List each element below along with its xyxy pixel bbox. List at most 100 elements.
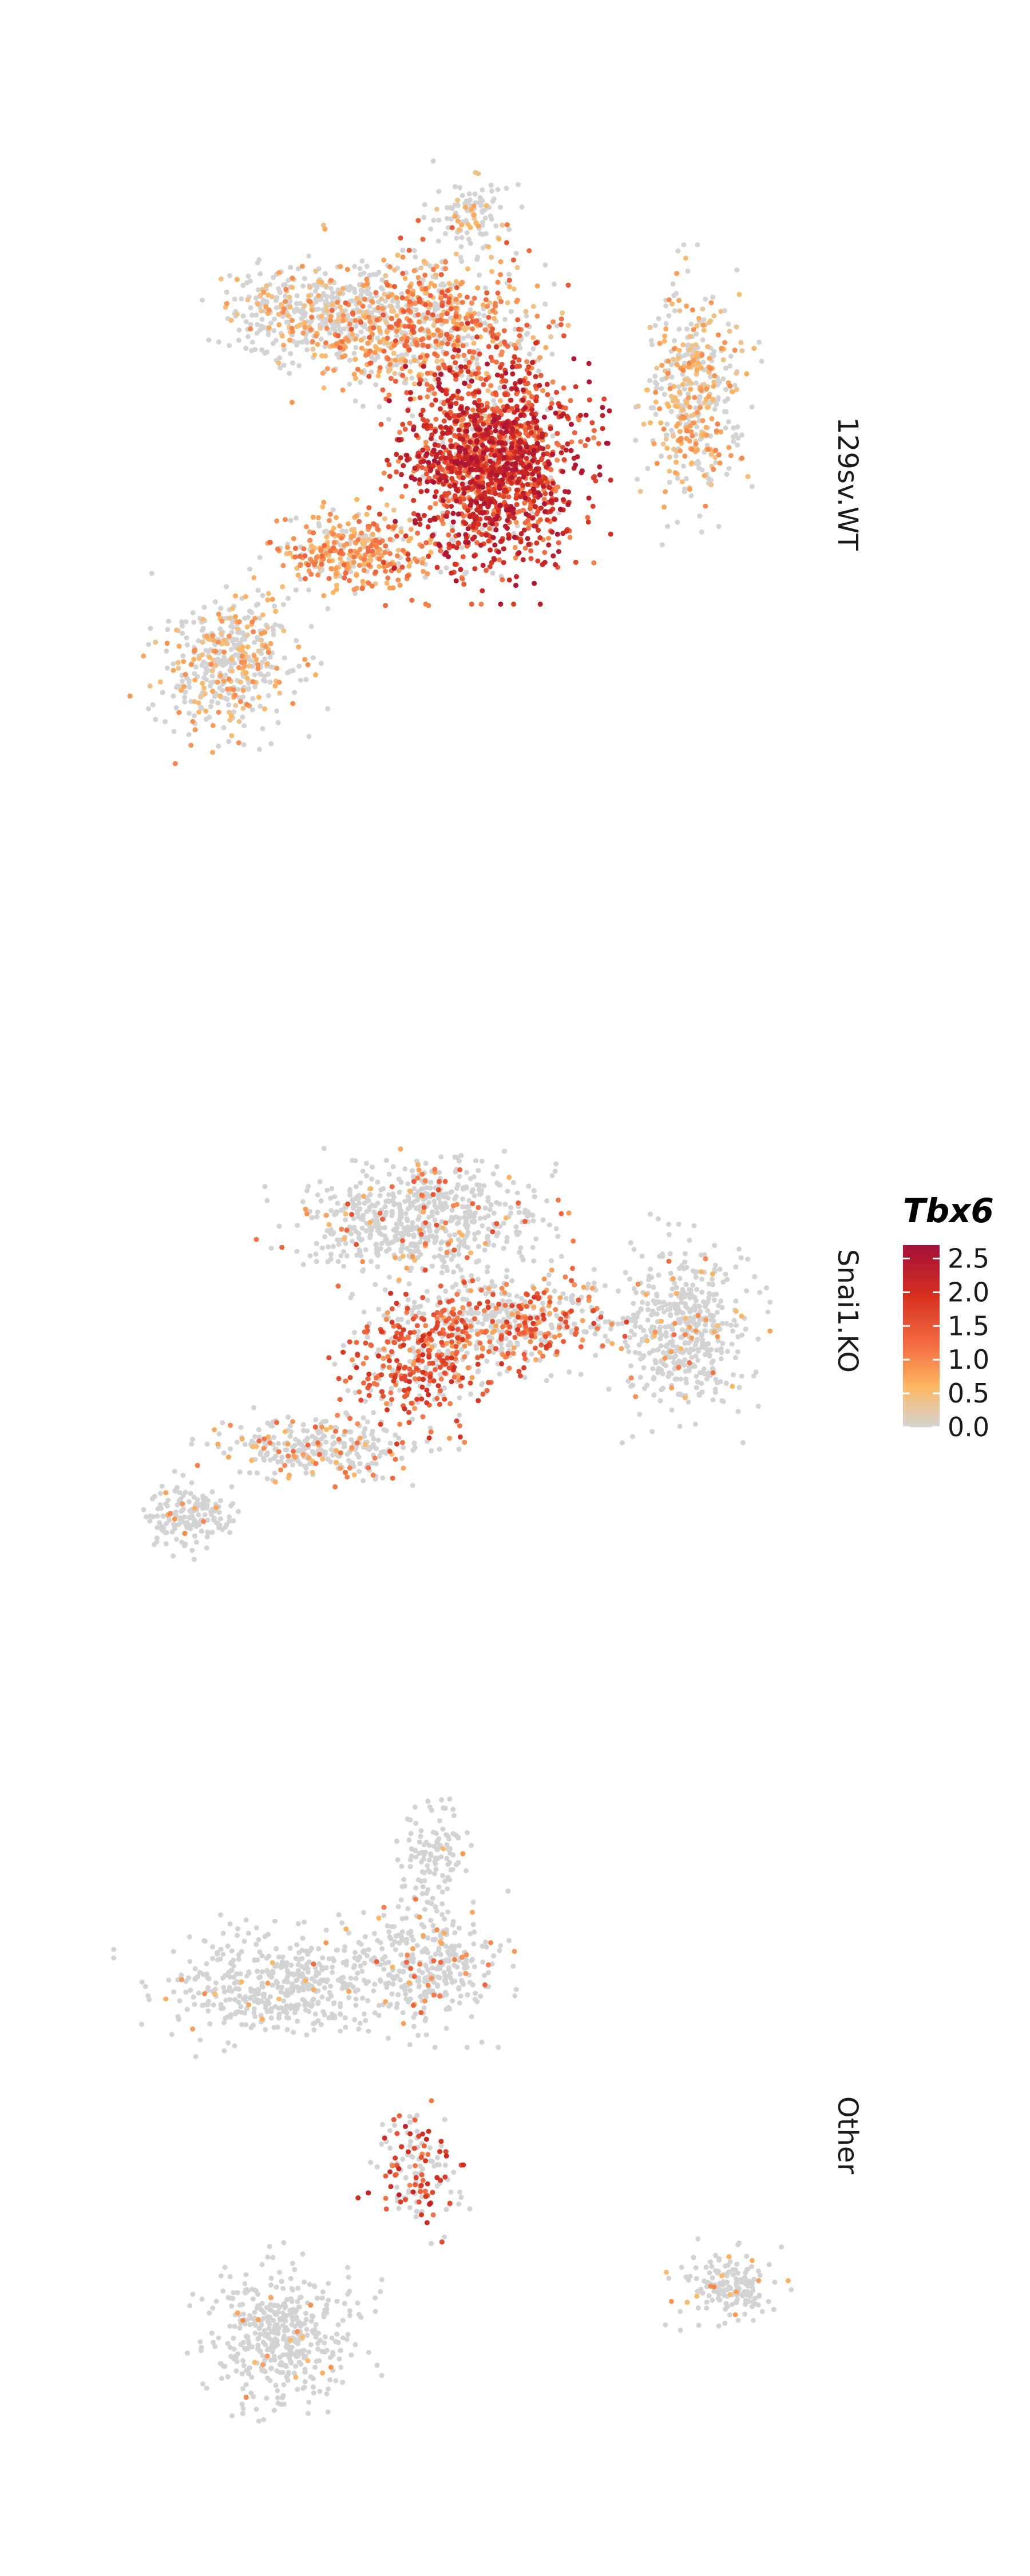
cell-point	[229, 630, 235, 635]
cell-point	[239, 637, 245, 642]
cell-point	[228, 646, 234, 652]
cell-point	[504, 1235, 510, 1240]
cell-point	[335, 333, 341, 338]
cell-point	[453, 314, 459, 319]
cell-point	[398, 1249, 404, 1254]
cell-point	[393, 338, 398, 343]
cell-point	[667, 468, 672, 474]
cell-point	[685, 351, 691, 357]
cell-point	[423, 302, 429, 307]
cell-point	[533, 374, 538, 380]
cell-point	[688, 321, 694, 327]
cell-point	[405, 1181, 411, 1187]
cell-point	[354, 295, 360, 301]
cell-point	[756, 339, 762, 345]
cell-point	[316, 515, 321, 520]
cell-point	[342, 575, 347, 580]
cell-point	[409, 1168, 415, 1174]
cell-point	[360, 303, 366, 309]
cell-point	[497, 485, 502, 491]
cell-point	[300, 330, 306, 336]
cell-point	[739, 1373, 744, 1379]
cell-point	[371, 325, 377, 331]
cell-point	[659, 362, 665, 368]
cell-point	[558, 316, 564, 322]
cell-point	[430, 312, 435, 318]
cell-point	[677, 1275, 683, 1281]
cell-point	[302, 657, 308, 662]
cell-point	[302, 553, 308, 559]
cell-point	[329, 307, 335, 313]
cell-point	[509, 386, 514, 392]
cell-point	[423, 540, 429, 546]
cell-point	[665, 524, 671, 530]
cell-point	[456, 532, 462, 538]
cell-point	[459, 576, 465, 582]
cell-point	[382, 291, 387, 297]
cell-point	[330, 326, 335, 331]
cell-point	[196, 655, 202, 661]
cell-point	[389, 1208, 395, 1214]
cell-point	[377, 511, 382, 517]
cell-point	[280, 314, 286, 319]
cell-point	[498, 272, 504, 278]
cell-point	[723, 425, 728, 431]
cell-point	[663, 432, 669, 438]
cell-point	[695, 360, 701, 366]
cell-point	[338, 304, 343, 310]
cell-point	[467, 349, 473, 354]
cell-point	[420, 342, 426, 348]
cell-point	[410, 1242, 415, 1247]
cell-point	[526, 1183, 532, 1189]
cell-point	[252, 672, 258, 678]
cell-point	[411, 268, 417, 274]
cell-point	[444, 513, 449, 519]
cell-point	[467, 197, 473, 203]
cell-point	[332, 1194, 338, 1199]
cell-point	[385, 457, 390, 463]
cell-point	[461, 582, 467, 587]
cell-point	[366, 580, 371, 586]
cell-point	[302, 576, 308, 582]
cell-point	[672, 470, 678, 476]
cell-point	[434, 564, 440, 570]
cell-point	[271, 631, 276, 637]
cell-point	[514, 574, 519, 579]
cell-point	[734, 387, 739, 393]
cell-point	[530, 486, 536, 492]
cell-point	[368, 558, 374, 563]
cell-point	[417, 296, 422, 302]
cell-point	[260, 677, 266, 683]
cell-point	[207, 654, 212, 660]
cell-point	[453, 401, 459, 406]
cell-point	[510, 359, 516, 365]
cell-point	[535, 558, 541, 564]
cell-point	[377, 404, 382, 410]
cell-point	[494, 344, 499, 350]
cell-point	[266, 292, 271, 298]
cell-point	[378, 1187, 384, 1193]
cell-point	[489, 470, 494, 476]
cell-point	[382, 1233, 388, 1239]
cell-point	[443, 391, 449, 397]
cell-point	[601, 396, 607, 402]
cell-point	[694, 1287, 699, 1292]
cell-point	[604, 440, 609, 446]
cell-point	[260, 592, 266, 598]
cell-point	[397, 437, 402, 442]
cell-point	[498, 601, 504, 607]
cell-point	[280, 563, 286, 568]
cell-point	[476, 407, 481, 413]
cell-point	[452, 562, 458, 567]
cell-point	[333, 571, 339, 577]
cell-point	[289, 400, 295, 405]
cell-point	[730, 1328, 736, 1334]
cell-point	[252, 639, 258, 645]
cell-point	[255, 301, 260, 307]
cell-point	[314, 285, 320, 290]
cell-point	[438, 456, 443, 461]
cell-point	[431, 1254, 437, 1260]
cell-point	[548, 508, 553, 514]
cell-point	[428, 226, 434, 232]
cell-point	[359, 1226, 365, 1231]
